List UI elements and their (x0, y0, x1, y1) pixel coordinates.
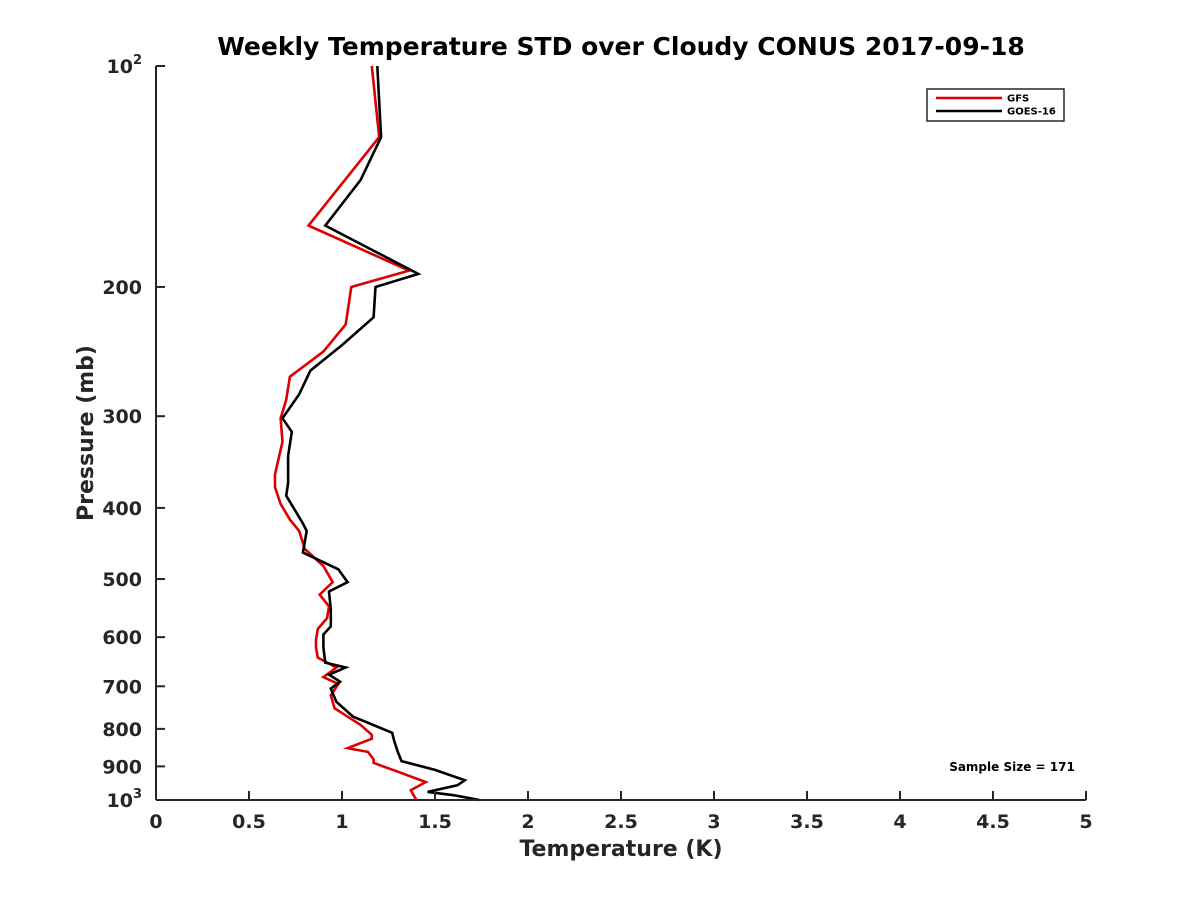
plot-background (156, 66, 1086, 800)
y-tick-label: 400 (102, 498, 142, 520)
y-axis-label: Pressure (mb) (74, 345, 99, 521)
y-tick-base: 800 (102, 719, 142, 741)
x-tick-label: 2 (521, 811, 534, 833)
y-tick-base: 200 (102, 277, 142, 299)
x-tick-label: 0.5 (232, 811, 266, 833)
x-tick-label: 1.5 (418, 811, 452, 833)
series-line-gfs (273, 65, 429, 801)
y-tick-base: 600 (102, 627, 142, 649)
series-layer (273, 65, 480, 802)
x-axis-label: Temperature (K) (519, 837, 722, 862)
y-tick-base: 10 (107, 790, 133, 812)
x-tick-label: 1 (335, 811, 348, 833)
y-tick-label: 500 (102, 569, 142, 591)
y-tick-label: 800 (102, 719, 142, 741)
y-tick-exponent: 2 (133, 53, 142, 68)
y-tick-label: 200 (102, 277, 142, 299)
y-tick-label: 700 (102, 676, 142, 698)
y-tick-base: 900 (102, 756, 142, 778)
y-tick-base: 700 (102, 676, 142, 698)
x-tick-label: 3.5 (790, 811, 824, 833)
x-tick-label: 3 (707, 811, 720, 833)
y-tick-label: 900 (102, 756, 142, 778)
x-tick-label: 2.5 (604, 811, 638, 833)
y-tick-label: 600 (102, 627, 142, 649)
y-tick-exponent: 3 (133, 787, 142, 802)
x-axis-ticks: 0 0.5 1 1.5 2 2.5 3 3.5 4 4.5 5 (149, 791, 1093, 833)
x-tick-label: 4.5 (976, 811, 1010, 833)
legend: GFS GOES-16 (926, 88, 1065, 122)
plot-area: 0 0.5 1 1.5 2 2.5 3 3.5 4 4.5 5 102200300400500600… (102, 53, 1092, 833)
legend-label-gfs: GFS (1007, 94, 1029, 105)
y-tick-label: 102 (107, 53, 143, 78)
x-tick-label: 5 (1079, 811, 1092, 833)
y-tick-base: 10 (107, 56, 133, 78)
series-line-goes16 (280, 65, 480, 802)
y-tick-label: 103 (107, 787, 143, 812)
y-tick-base: 300 (102, 406, 142, 428)
y-tick-base: 500 (102, 569, 142, 591)
sample-size-annotation: Sample Size = 171 (949, 760, 1075, 774)
y-tick-label: 300 (102, 406, 142, 428)
y-tick-base: 400 (102, 498, 142, 520)
x-tick-label: 4 (893, 811, 906, 833)
legend-label-goes16: GOES-16 (1007, 107, 1056, 118)
chart-title: Weekly Temperature STD over Cloudy CONUS… (217, 32, 1025, 61)
legend-box (926, 88, 1065, 122)
x-tick-label: 0 (149, 811, 162, 833)
